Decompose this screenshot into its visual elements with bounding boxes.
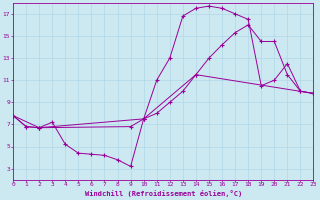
X-axis label: Windchill (Refroidissement éolien,°C): Windchill (Refroidissement éolien,°C)	[84, 190, 242, 197]
